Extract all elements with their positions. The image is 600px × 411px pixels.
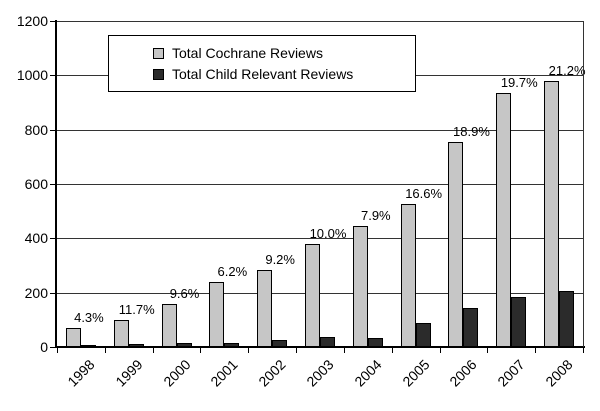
bar-child-relevant (559, 290, 575, 347)
legend-item-child-relevant: Total Child Relevant Reviews (153, 66, 415, 82)
y-tick (50, 129, 56, 131)
x-tick (487, 348, 489, 353)
bar-total-cochrane (400, 204, 416, 347)
percent-label: 9.6% (169, 285, 200, 301)
legend-swatch-dark-icon (153, 68, 164, 80)
x-tick (57, 348, 58, 353)
bar-child-relevant (415, 323, 431, 347)
bar-total-cochrane (352, 226, 368, 347)
percent-label: 10.0% (309, 225, 347, 241)
bar-total-cochrane (161, 303, 177, 347)
x-tick (439, 348, 441, 353)
h-gridline (57, 238, 583, 240)
legend-label: Total Child Relevant Reviews (172, 66, 354, 82)
h-gridline (57, 129, 583, 131)
bar-total-cochrane (305, 243, 320, 347)
x-tick (296, 348, 298, 353)
h-gridline (57, 21, 583, 22)
y-axis-label: 1200 (16, 13, 48, 29)
legend: Total Cochrane Reviews Total Child Relev… (108, 35, 416, 92)
y-tick (50, 292, 56, 294)
x-tick (152, 348, 154, 353)
x-tick (104, 348, 106, 353)
bar-total-cochrane (65, 327, 81, 347)
y-tick (50, 238, 56, 240)
bar-total-cochrane (113, 319, 129, 347)
x-tick (583, 348, 584, 353)
x-tick (391, 348, 393, 353)
legend-label: Total Cochrane Reviews (172, 45, 323, 61)
legend-item-total-cochrane: Total Cochrane Reviews (153, 45, 415, 61)
bar-total-cochrane (209, 281, 225, 347)
h-gridline (57, 184, 583, 185)
y-axis-label: 1000 (16, 67, 48, 84)
percent-label: 9.2% (265, 251, 295, 267)
bar-total-cochrane (448, 141, 464, 347)
percent-label: 18.9% (453, 123, 490, 139)
x-tick (200, 348, 202, 353)
y-tick (50, 75, 56, 77)
x-tick (343, 348, 345, 353)
x-tick (535, 348, 537, 353)
plot-right-border (583, 21, 584, 347)
bar-total-cochrane (257, 269, 273, 347)
plot-area: 4.3% 11.7% 9.6% 6.2% 9.2% 10.0% 7.9% 16.6% 18.9%… (57, 21, 586, 347)
legend-swatch-light-icon (153, 47, 164, 59)
percent-label: 6.2% (217, 263, 248, 279)
x-tick (248, 348, 250, 353)
x-axis-line (55, 346, 585, 348)
y-axis-label: 0 (40, 339, 48, 355)
percent-label: 21.2% (548, 62, 586, 78)
y-tick (50, 184, 56, 185)
h-gridline (57, 292, 583, 294)
y-tick (50, 347, 56, 348)
y-axis-label: 400 (24, 230, 48, 247)
y-axis-label: 200 (24, 284, 48, 301)
percent-label: 16.6% (405, 186, 443, 202)
y-axis-label: 600 (24, 176, 48, 192)
percent-label: 4.3% (74, 309, 104, 325)
percent-label: 7.9% (360, 208, 391, 224)
bar-total-cochrane (544, 80, 560, 347)
y-tick (50, 21, 56, 22)
y-axis-label: 800 (24, 121, 48, 138)
bar-child-relevant (511, 297, 527, 347)
bar-child-relevant (463, 308, 479, 347)
percent-label: 19.7% (500, 74, 538, 90)
percent-label: 11.7% (118, 301, 155, 317)
bar-total-cochrane (496, 93, 512, 347)
y-axis-line (55, 20, 57, 348)
